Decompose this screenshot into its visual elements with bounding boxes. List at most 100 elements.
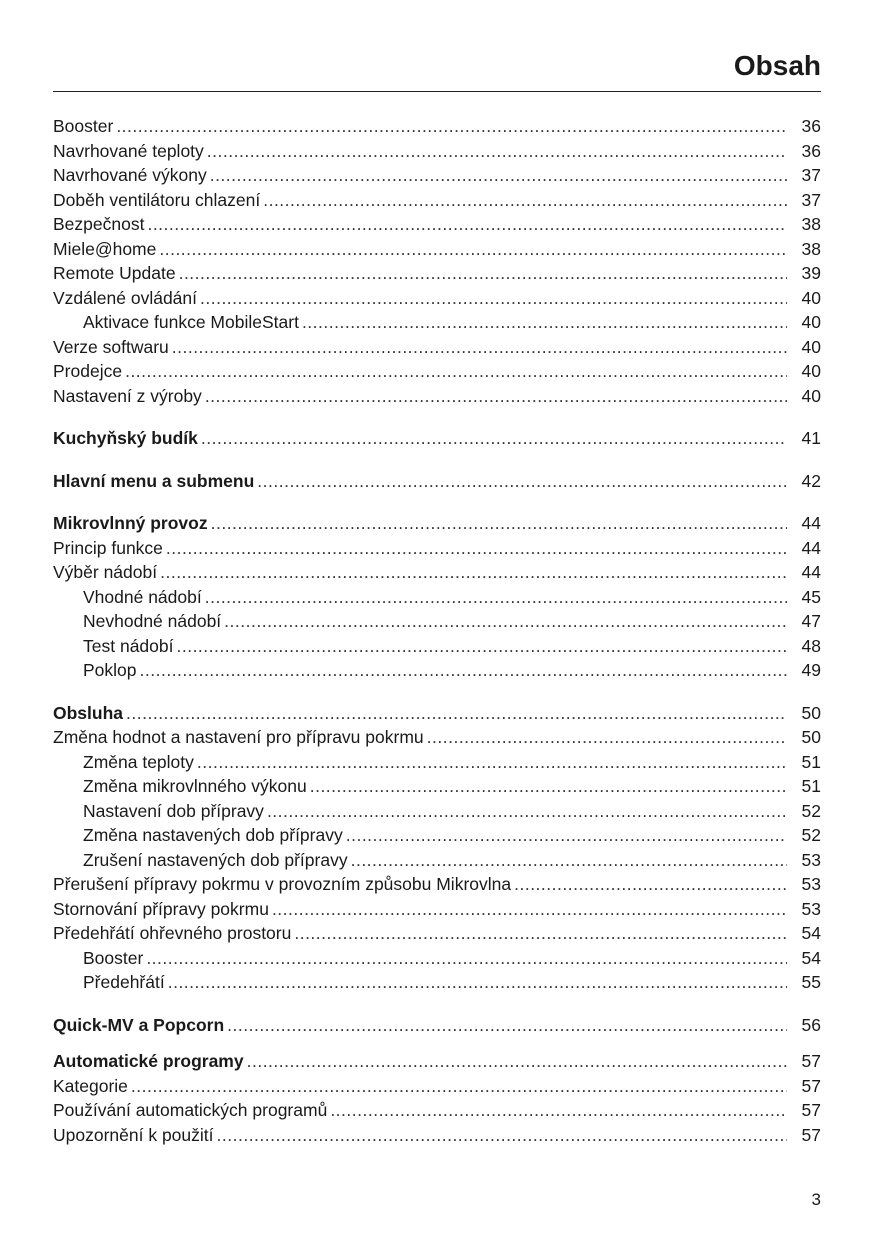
dot-leader bbox=[179, 261, 787, 286]
entry-title: Nastavení dob přípravy bbox=[83, 800, 264, 821]
entry-title: Kuchyňský budík bbox=[53, 428, 198, 448]
toc-entry[interactable]: Test nádobí 48 bbox=[53, 634, 821, 659]
toc-entry[interactable]: Bezpečnost 38 bbox=[53, 212, 821, 237]
entry-page: 36 bbox=[801, 140, 821, 161]
page-title: Obsah bbox=[733, 50, 821, 81]
dot-leader bbox=[207, 139, 787, 164]
dot-leader bbox=[227, 1013, 787, 1038]
dot-leader bbox=[126, 701, 787, 726]
toc-section: Obsluha 50 Změna hodnot a nastavení pro př… bbox=[53, 701, 821, 995]
toc-entry[interactable]: Booster 54 bbox=[53, 946, 821, 971]
toc-entry[interactable]: Změna teploty 51 bbox=[53, 750, 821, 775]
toc-entry[interactable]: Stornování přípravy pokrmu 53 bbox=[53, 897, 821, 922]
entry-page: 37 bbox=[801, 165, 821, 185]
toc-entry[interactable]: Aktivace funkce MobileStart 40 bbox=[53, 310, 821, 335]
entry-page: 38 bbox=[801, 238, 821, 259]
toc-entry[interactable]: Booster 36 bbox=[53, 114, 821, 139]
toc-entry[interactable]: Používání automatických programů 57 bbox=[53, 1098, 821, 1123]
entry-page: 40 bbox=[801, 312, 821, 332]
toc-entry[interactable]: Verze softwaru 40 bbox=[53, 335, 821, 360]
toc-entry[interactable]: Doběh ventilátoru chlazení 37 bbox=[53, 188, 821, 213]
toc-entry[interactable]: Kategorie 57 bbox=[53, 1074, 821, 1099]
dot-leader bbox=[116, 114, 787, 139]
header-divider bbox=[53, 91, 821, 92]
toc-entry[interactable]: Prodejce 40 bbox=[53, 359, 821, 384]
entry-title: Změna nastavených dob přípravy bbox=[83, 825, 343, 845]
entry-title: Remote Update bbox=[53, 263, 176, 283]
toc-entry[interactable]: Poklop 49 bbox=[53, 658, 821, 683]
entry-page: 56 bbox=[801, 1014, 821, 1035]
toc-entry[interactable]: Předehřátí ohřevného prostoru 54 bbox=[53, 921, 821, 946]
toc-entry[interactable]: Navrhované teploty 36 bbox=[53, 139, 821, 164]
entry-page: 57 bbox=[801, 1124, 821, 1145]
dot-leader bbox=[147, 212, 787, 237]
dot-leader bbox=[224, 609, 787, 634]
entry-title: Booster bbox=[83, 947, 144, 968]
toc-entry[interactable]: Změna mikrovlnného výkonu 51 bbox=[53, 774, 821, 799]
toc-entry[interactable]: Předehřátí 55 bbox=[53, 970, 821, 995]
dot-leader bbox=[197, 750, 787, 775]
toc-chapter-entry[interactable]: Quick-MV a Popcorn 56 bbox=[53, 1013, 821, 1038]
dot-leader bbox=[294, 921, 787, 946]
dot-leader bbox=[146, 946, 787, 971]
entry-page: 40 bbox=[801, 287, 821, 308]
toc-section: Booster36Navrhované teploty 36Navrhované … bbox=[53, 114, 821, 408]
entry-page: 44 bbox=[801, 537, 821, 558]
dot-leader bbox=[346, 823, 787, 848]
dot-leader bbox=[201, 426, 787, 451]
entry-page: 50 bbox=[801, 702, 821, 723]
dot-leader bbox=[172, 335, 787, 360]
entry-title: Kategorie bbox=[53, 1075, 128, 1096]
toc-entry[interactable]: Upozornění k použití 57 bbox=[53, 1123, 821, 1148]
dot-leader bbox=[205, 384, 787, 409]
toc-chapter-entry[interactable]: Obsluha 50 bbox=[53, 701, 821, 726]
table-of-contents: Booster36Navrhované teploty 36Navrhované … bbox=[53, 114, 821, 1147]
toc-entry[interactable]: Princip funkce 44 bbox=[53, 536, 821, 561]
toc-chapter-entry[interactable]: Hlavní menu a submenu 42 bbox=[53, 469, 821, 494]
entry-page: 45 bbox=[801, 586, 821, 607]
entry-page: 54 bbox=[801, 923, 821, 943]
toc-entry[interactable]: Miele@home 38 bbox=[53, 237, 821, 262]
entry-title: Mikrovlnný provoz bbox=[53, 513, 208, 533]
entry-page: 37 bbox=[801, 189, 821, 210]
toc-entry[interactable]: Vhodné nádobí 45 bbox=[53, 585, 821, 610]
toc-entry[interactable]: Změna hodnot a nastavení pro přípravu po… bbox=[53, 725, 821, 750]
entry-page: 47 bbox=[801, 611, 821, 631]
entry-title: Quick-MV a Popcorn bbox=[53, 1014, 225, 1035]
entry-title: Vhodné nádobí bbox=[83, 586, 202, 607]
dot-leader bbox=[217, 1123, 787, 1148]
toc-chapter-entry[interactable]: Mikrovlnný provoz 44 bbox=[53, 511, 821, 536]
entry-title: Test nádobí bbox=[83, 635, 174, 656]
entry-title: Verze softwaru bbox=[53, 336, 169, 357]
toc-entry[interactable]: Navrhované výkony 37 bbox=[53, 163, 821, 188]
toc-entry[interactable]: Nastavení z výroby 40 bbox=[53, 384, 821, 409]
entry-title: Zrušení nastavených dob přípravy bbox=[83, 849, 348, 870]
toc-entry[interactable]: Výběr nádobí 44 bbox=[53, 560, 821, 585]
entry-title: Hlavní menu a submenu bbox=[53, 470, 255, 491]
toc-entry[interactable]: Zrušení nastavených dob přípravy 53 bbox=[53, 848, 821, 873]
toc-chapter-entry[interactable]: Kuchyňský budík 41 bbox=[53, 426, 821, 451]
toc-chapter-entry[interactable]: Automatické programy 57 bbox=[53, 1049, 821, 1074]
toc-entry[interactable]: Remote Update 39 bbox=[53, 261, 821, 286]
entry-page: 57 bbox=[801, 1051, 821, 1071]
entry-title: Nevhodné nádobí bbox=[83, 611, 222, 631]
dot-leader bbox=[257, 469, 787, 494]
entry-page: 51 bbox=[801, 751, 821, 772]
entry-title: Bezpečnost bbox=[53, 214, 145, 234]
toc-section: Mikrovlnný provoz44Princip funkce44Výběr… bbox=[53, 511, 821, 683]
entry-page: 52 bbox=[801, 825, 821, 845]
entry-title: Nastavení z výroby bbox=[53, 385, 202, 406]
dot-leader bbox=[166, 536, 787, 561]
toc-entry[interactable]: Nastavení dob přípravy 52 bbox=[53, 799, 821, 824]
toc-entry[interactable]: Změna nastavených dob přípravy 52 bbox=[53, 823, 821, 848]
toc-entry[interactable]: Vzdálené ovládání 40 bbox=[53, 286, 821, 311]
dot-leader bbox=[263, 188, 787, 213]
toc-entry[interactable]: Nevhodné nádobí 47 bbox=[53, 609, 821, 634]
toc-entry[interactable]: Přerušení přípravy pokrmu v provozním zp… bbox=[53, 872, 821, 897]
entry-page: 49 bbox=[801, 660, 821, 680]
entry-title: Stornování přípravy pokrmu bbox=[53, 898, 269, 919]
entry-title: Navrhované teploty bbox=[53, 140, 204, 161]
entry-title: Poklop bbox=[83, 660, 137, 680]
entry-title: Změna mikrovlnného výkonu bbox=[83, 776, 307, 796]
dot-leader bbox=[272, 897, 787, 922]
